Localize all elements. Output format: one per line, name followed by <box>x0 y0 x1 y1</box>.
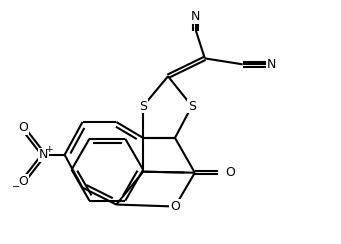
Text: N: N <box>39 148 48 161</box>
Text: O: O <box>18 175 28 188</box>
Text: O: O <box>170 200 180 213</box>
Text: N: N <box>191 10 201 23</box>
Text: +: + <box>45 145 53 154</box>
Text: N: N <box>267 58 276 71</box>
Text: S: S <box>139 100 147 112</box>
Text: O: O <box>18 122 28 134</box>
Text: O: O <box>226 166 236 179</box>
Text: S: S <box>188 100 196 112</box>
Text: −: − <box>12 182 20 192</box>
